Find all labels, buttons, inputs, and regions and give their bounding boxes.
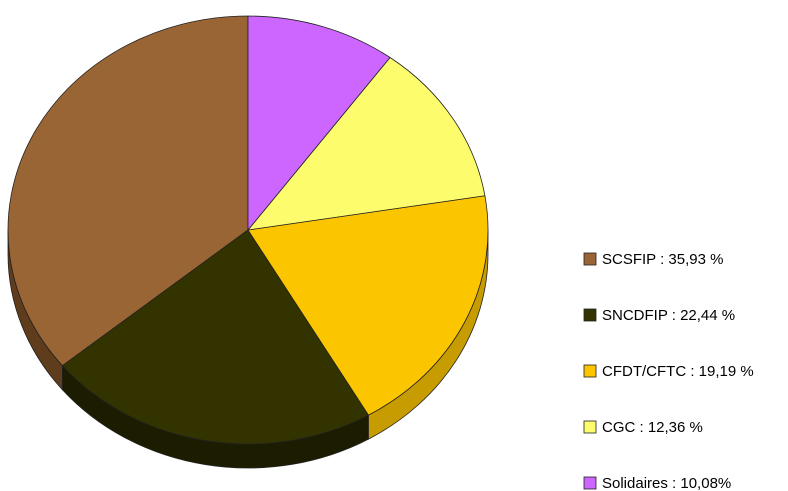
legend: SCSFIP : 35,93 % SNCDFIP : 22,44 % CFDT/CF… [583,251,754,491]
legend-swatch-2 [583,364,597,378]
pie-slice-2 [247,195,489,416]
legend-swatch-1 [583,308,597,322]
legend-label-3: CGC : 12,36 % [602,419,703,436]
legend-swatch-3 [583,420,597,434]
legend-label-2: CFDT/CFTC : 19,19 % [602,363,754,380]
pie-top-layer [7,15,489,445]
pie-slice-1 [62,229,369,445]
legend-swatch-0 [583,252,597,266]
pie-slice-3 [247,57,486,231]
legend-label-1: SNCDFIP : 22,44 % [602,307,735,324]
legend-label-4: Solidaires : 10,08% [602,475,731,491]
legend-swatch-4 [583,476,597,490]
pie-slice-0 [7,15,249,367]
pie-slice-4 [247,15,391,231]
legend-label-0: SCSFIP : 35,93 % [602,251,723,268]
